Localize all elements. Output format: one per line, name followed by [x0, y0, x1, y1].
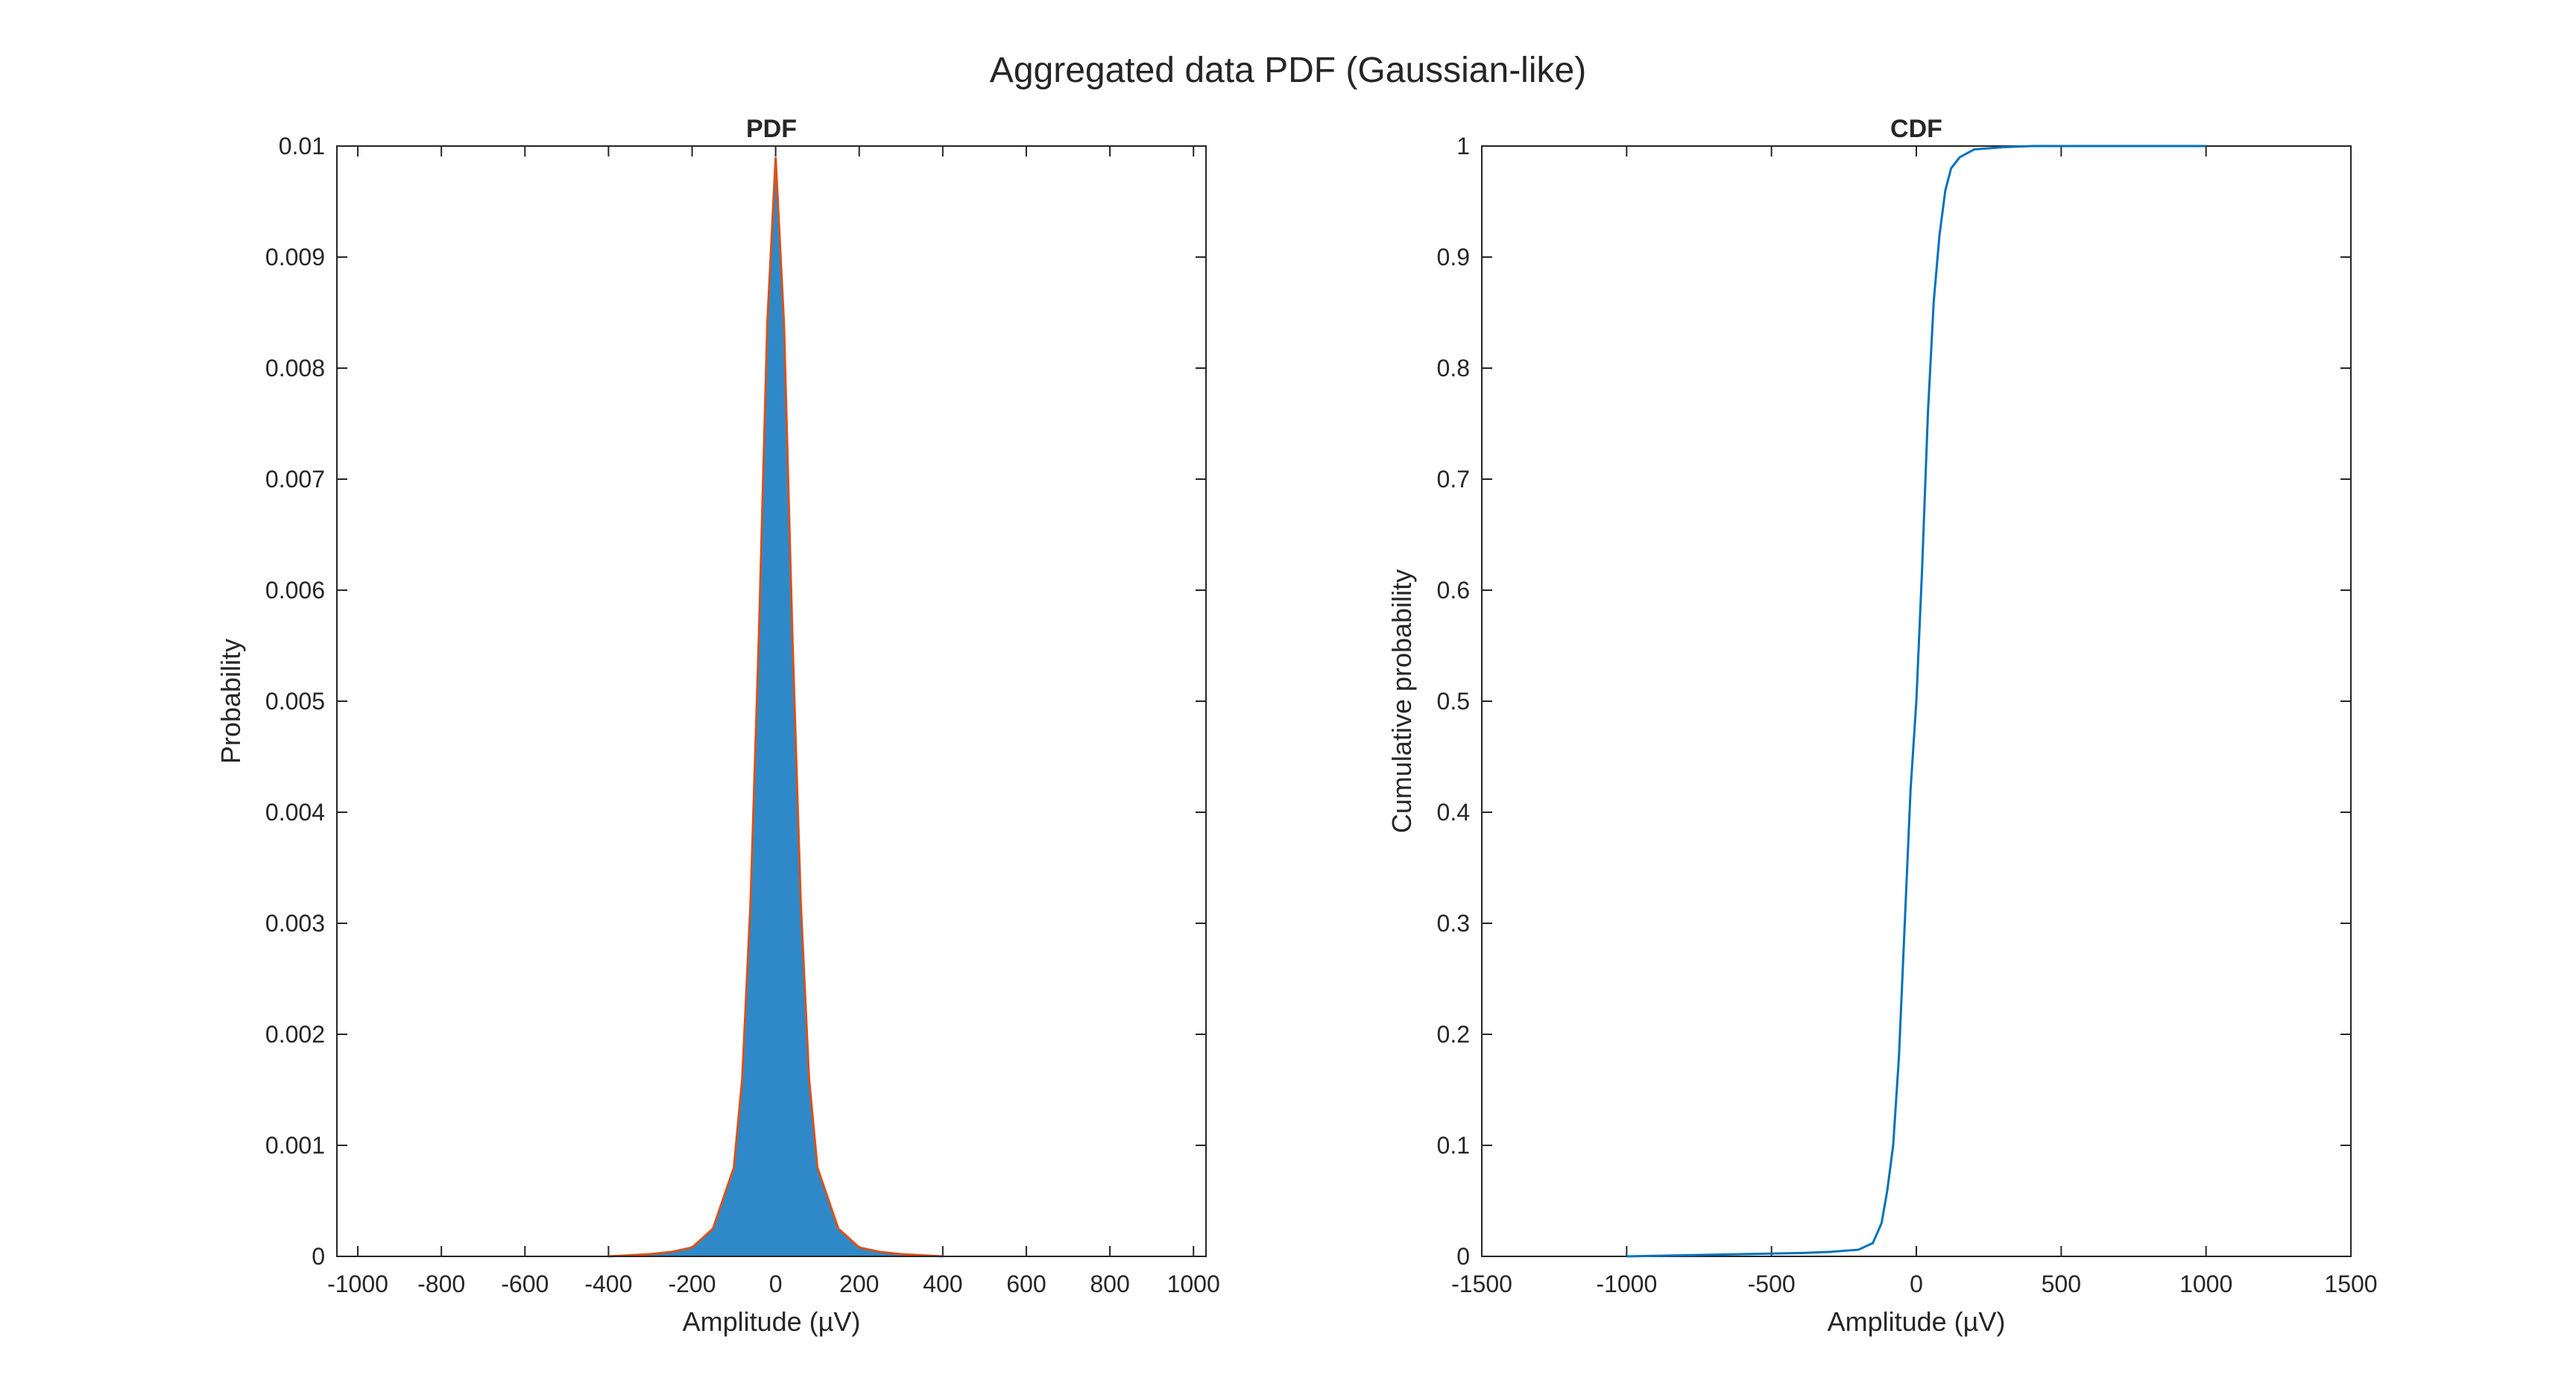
axes-title: CDF: [1890, 115, 1942, 143]
x-tick-label: 500: [2042, 1271, 2081, 1297]
x-tick-label: 1000: [2179, 1271, 2232, 1297]
y-tick-label: 0: [312, 1243, 325, 1270]
y-tick-label: 0.008: [265, 355, 325, 382]
y-tick-label: 0.3: [1437, 910, 1470, 937]
figure-title: Aggregated data PDF (Gaussian-like): [990, 51, 1586, 90]
fit-curve: [608, 156, 943, 1258]
x-tick-label: -1000: [1596, 1271, 1657, 1297]
x-tick-label: 0: [769, 1271, 783, 1297]
x-tick-label: 1500: [2324, 1271, 2377, 1297]
x-tick-label: -1500: [1451, 1271, 1512, 1297]
x-axis-label: Amplitude (µV): [1828, 1306, 2006, 1337]
y-tick-label: 0.009: [265, 244, 325, 271]
pdf-axes: -1000 -800 -600 -400 -200 0 200 400 600 800 1000 0 0…: [215, 115, 1220, 1337]
x-tick-label: -500: [1748, 1271, 1796, 1297]
y-tick-label: 0.4: [1437, 799, 1470, 826]
cdf-axes: -1500 -1000 -500 0 500 1000 1500 0 0.1 0.2 0.3 0.4 0…: [1386, 115, 2378, 1337]
y-tick-label: 0.01: [279, 133, 325, 159]
y-tick-label: 0.005: [265, 688, 325, 715]
histogram-bars: [608, 156, 943, 1256]
y-axis-label: Cumulative probability: [1386, 569, 1417, 833]
y-tick-label: 0.9: [1437, 244, 1470, 271]
x-axis-label: Amplitude (µV): [683, 1306, 861, 1337]
y-axis-label: Probability: [215, 639, 246, 764]
x-tick-label: 400: [923, 1271, 962, 1297]
x-tick-label: 1000: [1167, 1271, 1220, 1297]
y-tick-label: 0.5: [1437, 688, 1470, 715]
y-tick-label: 0.003: [265, 910, 325, 937]
y-tick-label: 0.6: [1437, 577, 1470, 604]
y-tick-label: 0: [1456, 1243, 1470, 1270]
x-tick-label: 600: [1006, 1271, 1046, 1297]
cdf-line: [1626, 145, 2206, 1258]
x-tick-label: -200: [668, 1271, 716, 1297]
y-tick-label: 0.006: [265, 577, 325, 604]
x-tick-label: 800: [1090, 1271, 1129, 1297]
x-tick-label: 0: [1910, 1271, 1923, 1297]
x-tick-label: -800: [417, 1271, 465, 1297]
axes-title: PDF: [746, 115, 797, 143]
x-tick-label: -400: [584, 1271, 632, 1297]
y-tick-label: 0.007: [265, 466, 325, 493]
y-tick-label: 1: [1456, 133, 1470, 159]
y-tick-label: 0.8: [1437, 355, 1470, 382]
y-tick-label: 0.001: [265, 1132, 325, 1159]
y-tick-label: 0.004: [265, 799, 325, 826]
y-tick-label: 0.002: [265, 1021, 325, 1048]
y-tick-label: 0.1: [1437, 1132, 1470, 1159]
x-tick-label: -1000: [327, 1271, 388, 1297]
x-tick-label: -600: [501, 1271, 549, 1297]
y-tick-label: 0.7: [1437, 466, 1470, 493]
y-tick-label: 0.2: [1437, 1021, 1470, 1048]
x-tick-label: 200: [839, 1271, 879, 1297]
